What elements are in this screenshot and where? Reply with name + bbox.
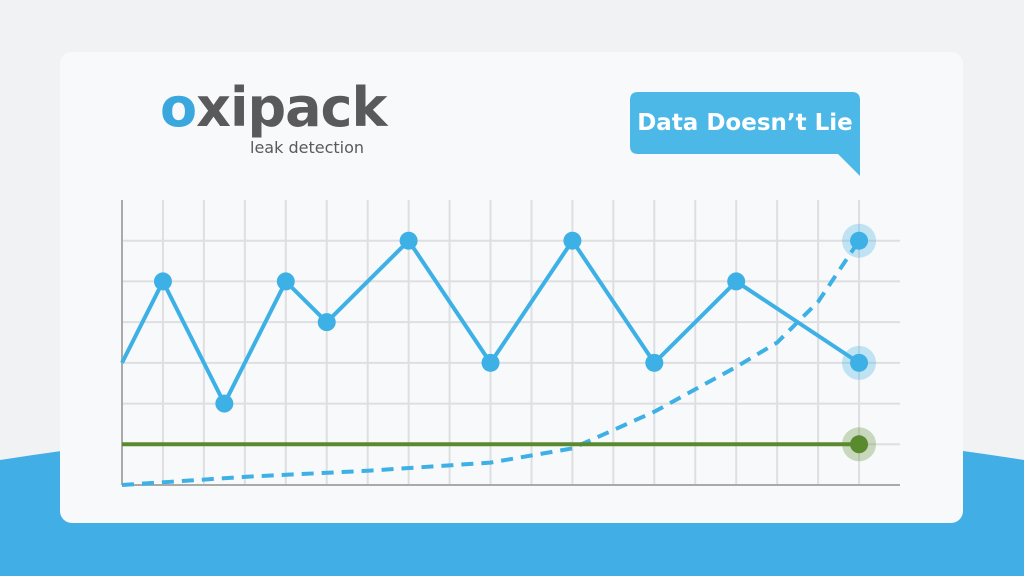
point: [399, 231, 418, 250]
point: [563, 231, 582, 250]
logo-tagline: leak detection: [250, 138, 365, 157]
point: [153, 272, 172, 291]
point: [850, 353, 869, 372]
chart: [120, 200, 900, 487]
point: [645, 353, 664, 372]
point: [481, 353, 500, 372]
point: [276, 272, 295, 291]
point: [317, 313, 336, 332]
point: [727, 272, 746, 291]
point: [850, 231, 869, 250]
point: [215, 394, 234, 413]
badge-bubble: [630, 92, 860, 176]
point: [850, 435, 869, 454]
logo-name: oxipack: [160, 76, 387, 139]
series-line: [121, 239, 861, 487]
badge-text: Data Doesn’t Lie: [637, 110, 853, 136]
